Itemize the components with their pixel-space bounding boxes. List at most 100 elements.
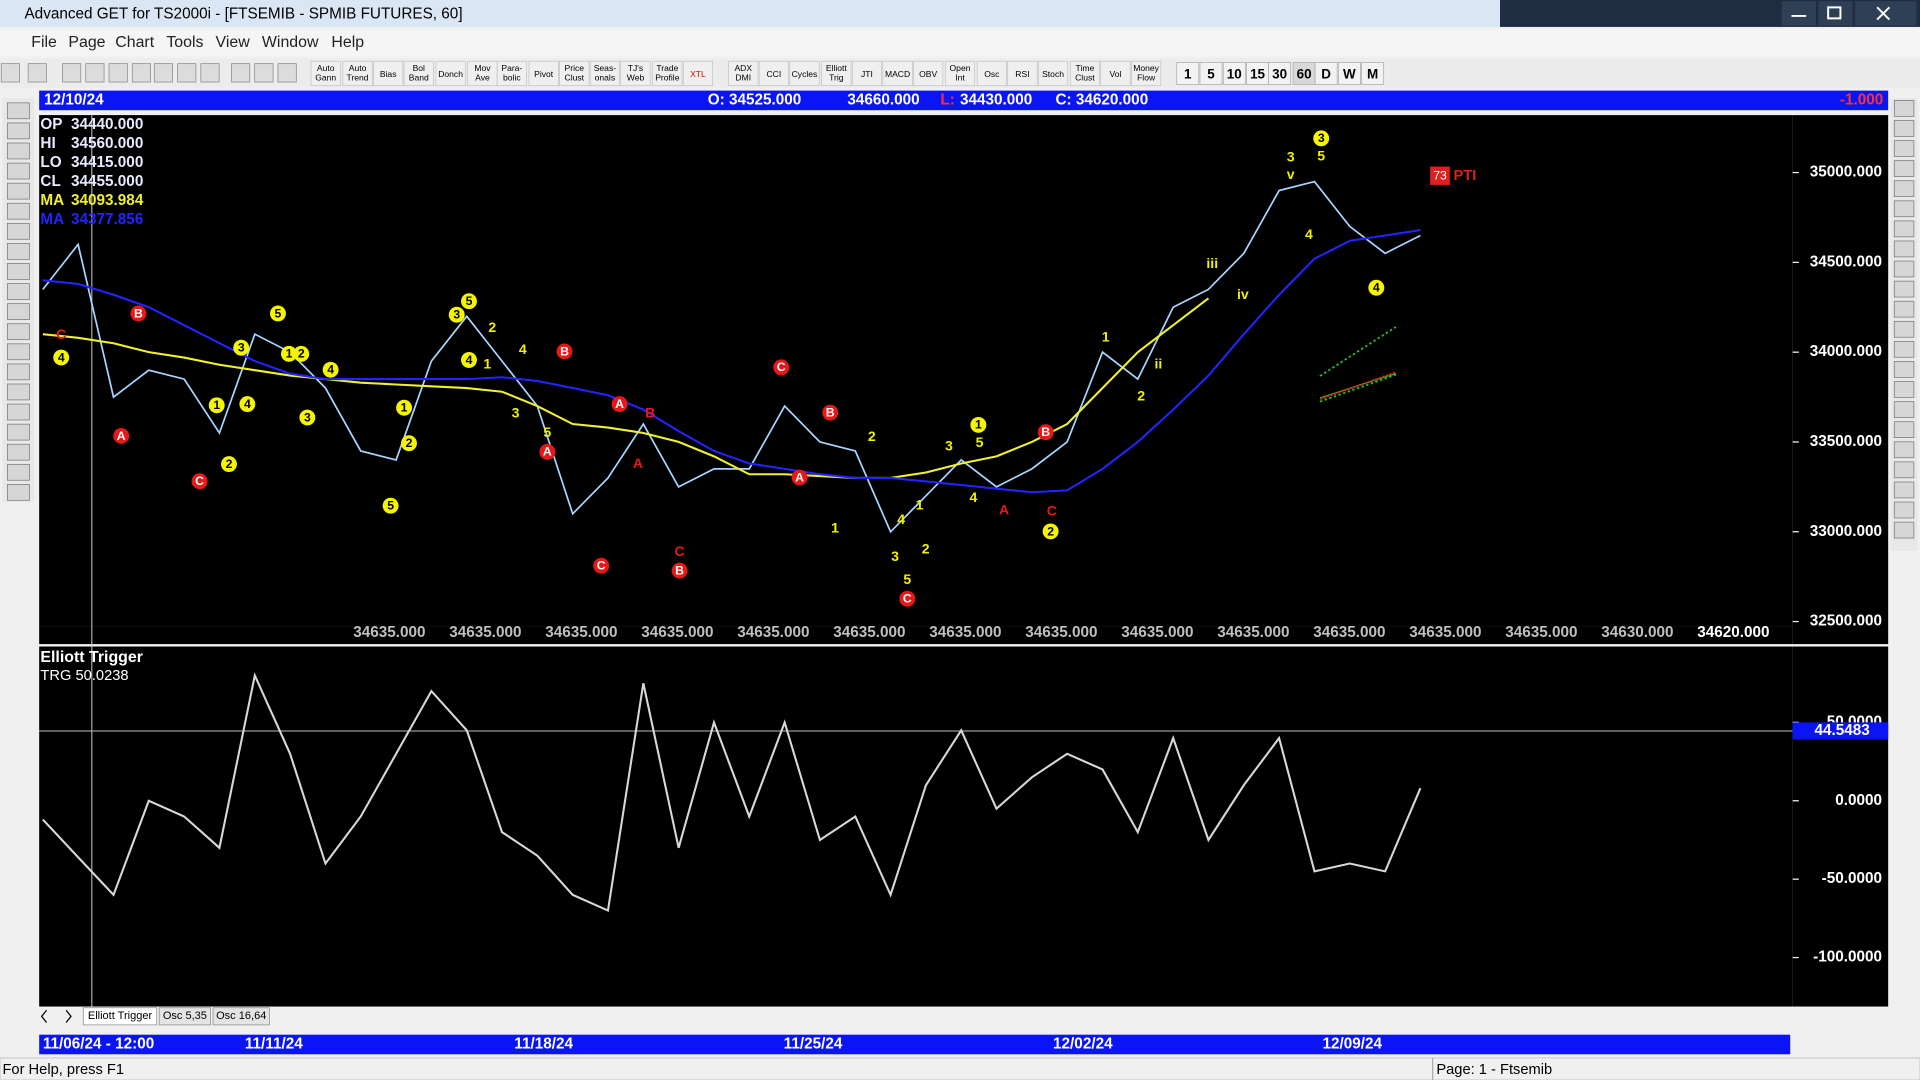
- toolbar-button[interactable]: [821, 60, 852, 87]
- toolbar-button[interactable]: [1069, 60, 1100, 87]
- left-tool-icon[interactable]: [6, 323, 30, 341]
- left-tool-icon[interactable]: [6, 383, 30, 401]
- right-tool-icon[interactable]: [1893, 441, 1915, 459]
- tab-scroll-arrows[interactable]: [40, 1009, 72, 1023]
- toolbar-button[interactable]: [682, 60, 713, 87]
- toolbar-icon[interactable]: [177, 63, 197, 83]
- toolbar-button[interactable]: [1007, 60, 1038, 87]
- right-tool-icon[interactable]: [1893, 320, 1915, 338]
- left-tool-icon[interactable]: [6, 162, 30, 180]
- left-tool-icon[interactable]: [6, 343, 30, 361]
- tab[interactable]: [82, 1007, 158, 1026]
- value-row-label: 34635.000: [545, 624, 617, 641]
- right-tool-icon[interactable]: [1893, 280, 1915, 298]
- toolbar-icon[interactable]: [27, 63, 47, 83]
- toolbar-label: Clust: [565, 73, 585, 83]
- toolbar-button[interactable]: [652, 60, 683, 87]
- value-row-label: 34635.000: [1409, 624, 1481, 641]
- toolbar-icon[interactable]: [231, 63, 251, 83]
- period-button[interactable]: [1199, 62, 1223, 85]
- toolbar-button[interactable]: [789, 60, 820, 87]
- period-button[interactable]: [1361, 62, 1385, 85]
- toolbar-button[interactable]: [496, 60, 527, 87]
- toolbar-button[interactable]: [342, 60, 373, 87]
- toolbar-button[interactable]: [728, 60, 759, 87]
- right-tool-icon[interactable]: [1893, 361, 1915, 378]
- left-tool-icon[interactable]: [6, 463, 30, 481]
- toolbar-button[interactable]: [976, 60, 1007, 87]
- left-tool-icon[interactable]: [6, 283, 30, 300]
- period-button[interactable]: [1268, 62, 1291, 85]
- toolbar-button[interactable]: [758, 60, 789, 87]
- right-tool-icon[interactable]: [1893, 501, 1915, 519]
- toolbar-button[interactable]: [435, 60, 466, 87]
- period-label: W: [1343, 66, 1356, 81]
- toolbar-button[interactable]: [373, 60, 404, 87]
- tab[interactable]: [212, 1007, 270, 1026]
- right-tool-icon[interactable]: [1893, 240, 1915, 258]
- toolbar-button[interactable]: [559, 60, 590, 87]
- toolbar-icon[interactable]: [200, 63, 220, 83]
- right-tool-icon[interactable]: [1893, 100, 1915, 117]
- right-tool-icon[interactable]: [1893, 140, 1915, 157]
- toolbar-button[interactable]: [1100, 60, 1131, 87]
- left-tool-icon[interactable]: [6, 222, 30, 240]
- left-tool-icon[interactable]: [6, 122, 30, 140]
- period-button[interactable]: [1338, 62, 1361, 85]
- toolbar-button[interactable]: [945, 60, 975, 87]
- toolbar-icon[interactable]: [62, 63, 82, 83]
- right-tool-icon[interactable]: [1893, 481, 1915, 499]
- minimize-button[interactable]: [1781, 1, 1816, 26]
- right-tool-icon[interactable]: [1893, 341, 1915, 358]
- right-tool-icon[interactable]: [1893, 421, 1915, 438]
- toolbar-button[interactable]: [882, 60, 913, 87]
- tab[interactable]: [158, 1007, 211, 1026]
- toolbar-icon[interactable]: [108, 63, 128, 83]
- toolbar-button[interactable]: [913, 60, 944, 87]
- toolbar-button[interactable]: [403, 60, 434, 87]
- toolbar-button[interactable]: [1038, 60, 1069, 87]
- right-tool-icon[interactable]: [1893, 461, 1915, 479]
- close-button[interactable]: [1855, 1, 1917, 26]
- period-button[interactable]: [1176, 62, 1200, 85]
- right-tool-icon[interactable]: [1893, 260, 1915, 278]
- right-tool-icon[interactable]: [1893, 401, 1915, 418]
- left-tool-icon[interactable]: [6, 142, 30, 160]
- toolbar-button[interactable]: [1131, 60, 1162, 87]
- left-tool-icon[interactable]: [6, 263, 30, 280]
- toolbar-button[interactable]: [528, 60, 559, 87]
- left-tool-icon[interactable]: [6, 182, 30, 200]
- toolbar-button[interactable]: [851, 60, 882, 87]
- left-tool-icon[interactable]: [6, 423, 30, 441]
- right-tool-icon[interactable]: [1893, 180, 1915, 198]
- toolbar-icon[interactable]: [0, 63, 20, 83]
- toolbar-icon[interactable]: [85, 63, 105, 83]
- toolbar-label: Int: [955, 73, 965, 83]
- left-tool-icon[interactable]: [6, 243, 30, 260]
- right-tool-icon[interactable]: [1893, 160, 1915, 177]
- left-tool-icon[interactable]: [6, 202, 30, 220]
- maximize-button[interactable]: [1818, 1, 1853, 26]
- toolbar-button[interactable]: [589, 60, 620, 87]
- period-button[interactable]: [1222, 62, 1246, 85]
- right-tool-icon[interactable]: [1893, 521, 1915, 539]
- left-tool-icon[interactable]: [6, 303, 30, 320]
- toolbar-button[interactable]: [467, 60, 498, 87]
- toolbar-icon[interactable]: [277, 63, 297, 83]
- right-tool-icon[interactable]: [1893, 300, 1915, 318]
- left-tool-icon[interactable]: [6, 102, 30, 120]
- right-tool-icon[interactable]: [1893, 200, 1915, 218]
- right-tool-icon[interactable]: [1893, 220, 1915, 238]
- left-tool-icon[interactable]: [6, 363, 30, 381]
- right-tool-icon[interactable]: [1893, 381, 1915, 398]
- toolbar-button[interactable]: [310, 60, 341, 87]
- toolbar-icon[interactable]: [153, 63, 174, 83]
- left-tool-icon[interactable]: [6, 484, 30, 501]
- toolbar-button[interactable]: [620, 60, 651, 87]
- toolbar-icon[interactable]: [131, 63, 151, 83]
- right-tool-icon[interactable]: [1893, 120, 1915, 137]
- period-button[interactable]: [1314, 62, 1338, 85]
- toolbar-icon[interactable]: [254, 63, 274, 83]
- left-tool-icon[interactable]: [6, 443, 30, 461]
- left-tool-icon[interactable]: [6, 403, 30, 421]
